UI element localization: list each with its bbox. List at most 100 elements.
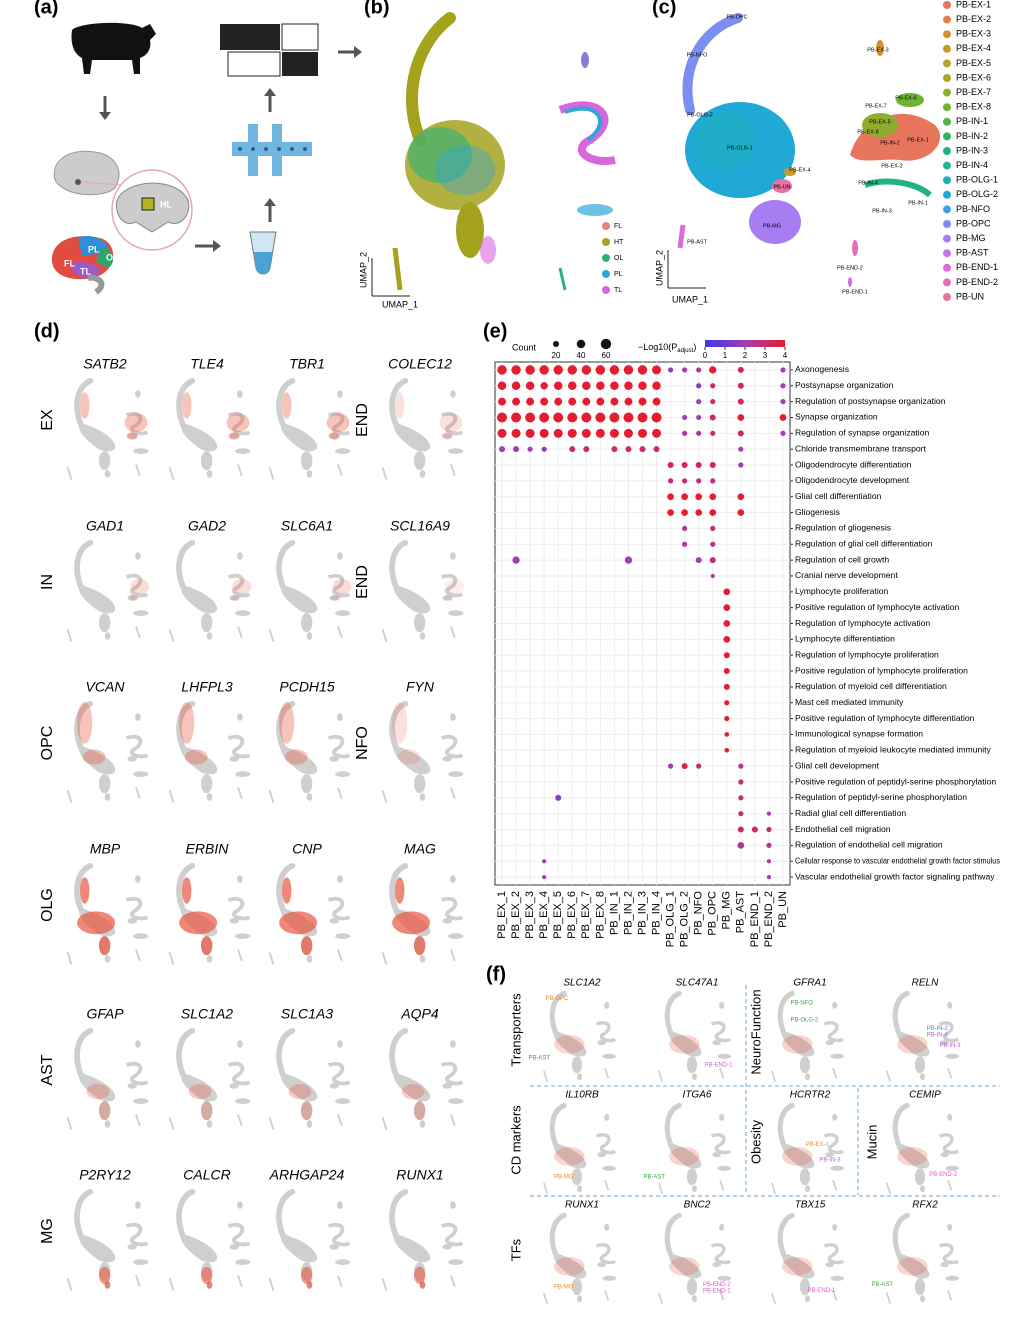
dot: [766, 874, 772, 880]
expression-region: [445, 578, 465, 595]
dot: [682, 430, 688, 436]
cluster-label: PB-OLG-1: [727, 145, 753, 151]
dot: [766, 859, 772, 864]
expression-region: [86, 1084, 110, 1100]
gene-label: BNC2: [684, 1200, 711, 1211]
feature-plot: [270, 702, 351, 803]
dot: [695, 462, 702, 469]
dot: [723, 588, 731, 596]
cluster-annotation: PB-IN-2: [927, 1026, 948, 1032]
y-tick-label: Radial glial cell differentiation: [795, 808, 906, 818]
dot: [723, 652, 730, 659]
umap-shape: [544, 1105, 616, 1193]
dot: [724, 747, 730, 753]
dot: [709, 414, 716, 421]
legend-label: PB-EX-8: [956, 102, 991, 112]
x-tick-label: PB_IN_1: [608, 891, 620, 935]
legend-label: OL: [614, 255, 623, 262]
expression-region: [326, 413, 350, 433]
umap-shape: [544, 993, 616, 1081]
legend-label: PB-EX-5: [956, 58, 991, 68]
feature-plot: [270, 381, 351, 480]
dot: [625, 446, 632, 453]
dot: [709, 493, 717, 501]
dot: [681, 763, 688, 770]
dot: [555, 794, 562, 801]
gene-label: GAD1: [86, 518, 124, 534]
panel-label: (d): [34, 320, 60, 342]
legend-swatch: [943, 88, 951, 97]
feature-plot: PB-NFO PB-OLG-2: [772, 993, 844, 1081]
gene-label: TLE4: [190, 356, 224, 372]
dot: [780, 367, 786, 373]
legend-label: FL: [614, 223, 622, 230]
dot: [724, 732, 730, 737]
dot: [738, 462, 744, 468]
gene-label: ERBIN: [186, 841, 230, 857]
umap-shape: [887, 1105, 959, 1193]
expression-region: [441, 432, 453, 440]
dot: [527, 446, 533, 452]
dot: [709, 462, 716, 469]
dot: [567, 365, 578, 375]
expression-region: [419, 1281, 426, 1289]
dot: [751, 826, 758, 833]
dot: [611, 446, 618, 453]
gene-label: SLC1A2: [563, 978, 601, 989]
gene-label: GFRA1: [793, 978, 826, 989]
gene-label: SATB2: [83, 356, 127, 372]
cluster-label: PB-EX-4: [789, 167, 810, 173]
dot: [652, 381, 661, 391]
row-label: OLG: [39, 888, 56, 922]
y-tick-label: Lymphocyte differentiation: [795, 634, 895, 644]
dot: [539, 365, 549, 375]
feature-plot: PB-MG: [544, 1215, 616, 1303]
expression-region: [79, 392, 90, 419]
expression-region: [98, 1266, 111, 1284]
x-tick-label: PB_END_2: [763, 891, 775, 947]
size-legend-dot: [600, 338, 612, 350]
dot: [653, 446, 660, 453]
legend-swatch: [943, 30, 951, 39]
expression-region: [331, 595, 341, 601]
color-tick-label: 4: [783, 351, 788, 360]
expression-region: [281, 392, 292, 419]
x-tick-label: PB_EX_3: [524, 891, 536, 939]
dot: [766, 826, 772, 833]
dot: [553, 428, 563, 438]
feature-plot: [170, 381, 251, 480]
gene-label: HCRTR2: [790, 1090, 831, 1101]
cluster-label: PB-IN-1: [908, 200, 928, 206]
cluster-annotation: PB-END-1: [705, 1062, 733, 1068]
dot: [568, 381, 577, 391]
region-label: HL: [160, 199, 172, 209]
dot: [498, 397, 506, 406]
feature-plot: [170, 543, 252, 642]
legend-swatch: [943, 147, 951, 155]
axis-label: UMAP_1: [382, 299, 418, 309]
row-label: END: [354, 403, 371, 437]
cluster-annotation: PB-MG: [554, 1174, 574, 1180]
legend-label: PB-OLG-2: [956, 189, 998, 199]
dot: [512, 397, 521, 406]
y-tick-label: Regulation of synapse organization: [795, 428, 929, 438]
dot: [681, 493, 688, 501]
row-label: EX: [39, 409, 56, 431]
dot: [525, 365, 535, 375]
expression-region: [669, 1035, 700, 1054]
region-label: FL: [64, 258, 75, 268]
y-tick-label: Regulation of cell growth: [795, 554, 889, 564]
dot: [681, 462, 688, 469]
dot: [567, 428, 577, 438]
legend-swatch: [943, 234, 951, 243]
dot: [525, 412, 536, 423]
dot: [610, 381, 619, 391]
x-tick-label: PB_UN: [777, 891, 789, 928]
dot: [710, 383, 716, 389]
legend-label: PB-OLG-1: [956, 175, 998, 185]
dot: [780, 430, 786, 436]
legend-label: PB-IN-2: [956, 131, 988, 141]
cluster-annotation: PB-EX-1: [806, 1142, 830, 1148]
legend-label: PL: [614, 271, 623, 278]
dot: [609, 428, 619, 438]
